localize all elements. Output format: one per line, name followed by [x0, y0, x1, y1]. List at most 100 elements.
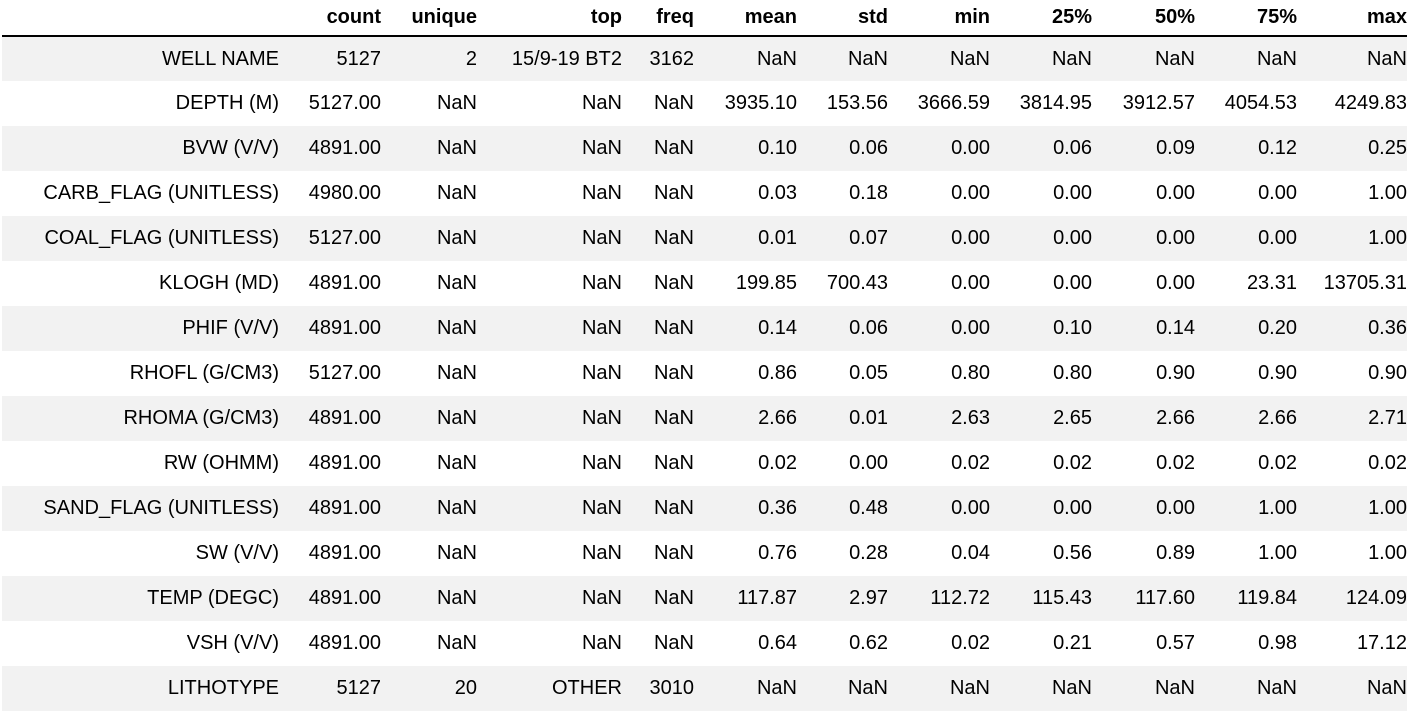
table-cell: NaN: [581, 92, 622, 114]
table-row: KLOGH (MD) 4891.00 NaN NaN NaN 199.85 700.43 0.…: [2, 261, 1407, 306]
table-cell: 115.43: [1032, 587, 1092, 609]
table-row: VSH (V/V) 4891.00 NaN NaN NaN 0.64 0.62 0.02 0.2…: [2, 621, 1407, 666]
table-cell: NaN: [436, 497, 477, 519]
table-cell: 1.00: [1368, 227, 1407, 249]
table-cell: NaN: [1154, 677, 1195, 699]
table-cell: NaN: [653, 407, 694, 429]
table-row: DEPTH (M) 5127.00 NaN NaN NaN 3935.10 153.56 36…: [2, 81, 1407, 126]
table-cell: NaN: [581, 227, 622, 249]
row-index-label: SAND_FLAG (UNITLESS): [43, 497, 279, 519]
table-cell: 0.02: [1053, 452, 1092, 474]
column-header: unique: [381, 0, 477, 37]
table-cell: 0.25: [1368, 137, 1407, 159]
table-cell: NaN: [847, 47, 888, 70]
table-cell: 0.64: [758, 632, 797, 654]
table-row: BVW (V/V) 4891.00 NaN NaN NaN 0.10 0.06 0.00 0.0…: [2, 126, 1407, 171]
table-cell: 0.86: [758, 362, 797, 384]
column-header: 50%: [1092, 0, 1195, 37]
table-cell: 2.71: [1368, 407, 1407, 429]
table-cell: 0.02: [1258, 452, 1297, 474]
table-cell: NaN: [581, 542, 622, 564]
column-header: 25%: [990, 0, 1092, 37]
table-row: WELL NAME 5127 2 15/9-19 BT2 3162 NaN NaN NaN Na…: [2, 36, 1407, 81]
table-cell: NaN: [581, 587, 622, 609]
table-header: count unique top freq mean std min 25% 5…: [2, 0, 1407, 37]
table-cell: 0.90: [1156, 362, 1195, 384]
table-cell: 3814.95: [1019, 92, 1092, 114]
table-cell: 4891.00: [308, 542, 381, 564]
table-cell: 1.00: [1368, 497, 1407, 519]
table-cell: 0.01: [758, 227, 797, 249]
table-cell: 5127: [336, 47, 382, 70]
index-header-blank: [2, 0, 279, 37]
table-cell: 4891.00: [308, 497, 381, 519]
table-cell: 0.21: [1053, 632, 1092, 654]
table-cell: 0.90: [1368, 362, 1407, 384]
row-index-label: KLOGH (MD): [159, 272, 279, 294]
table-row: PHIF (V/V) 4891.00 NaN NaN NaN 0.14 0.06 0.00 0.…: [2, 306, 1407, 351]
table-row: RHOFL (G/CM3) 5127.00 NaN NaN NaN 0.86 0.05 0.8…: [2, 351, 1407, 396]
row-index-label: CARB_FLAG (UNITLESS): [43, 182, 279, 204]
table-cell: NaN: [581, 317, 622, 339]
table-cell: 0.00: [1156, 227, 1195, 249]
table-cell: NaN: [436, 362, 477, 384]
table-cell: 4891.00: [308, 317, 381, 339]
table-row: RW (OHMM) 4891.00 NaN NaN NaN 0.02 0.00 0.02 0.0…: [2, 441, 1407, 486]
table-cell: 1.00: [1258, 497, 1297, 519]
table-body: WELL NAME 5127 2 15/9-19 BT2 3162 NaN NaN NaN Na…: [2, 36, 1407, 711]
table-cell: 0.02: [951, 452, 990, 474]
table-cell: NaN: [581, 497, 622, 519]
table-cell: NaN: [1366, 677, 1407, 699]
header-row: count unique top freq mean std min 25% 5…: [2, 0, 1407, 37]
table-cell: NaN: [436, 182, 477, 204]
table-cell: 4980.00: [308, 182, 381, 204]
table-row: CARB_FLAG (UNITLESS) 4980.00 NaN NaN NaN 0.03…: [2, 171, 1407, 216]
table-cell: 0.90: [1258, 362, 1297, 384]
table-cell: 4891.00: [308, 452, 381, 474]
row-index-label: RHOFL (G/CM3): [129, 362, 279, 384]
table-cell: NaN: [756, 677, 797, 699]
table-cell: 0.89: [1156, 542, 1195, 564]
table-cell: NaN: [653, 227, 694, 249]
table-cell: 1.00: [1368, 542, 1407, 564]
table-cell: 3666.59: [917, 92, 990, 114]
table-cell: 2: [465, 47, 477, 70]
table-cell: 1.00: [1368, 182, 1407, 204]
table-row: TEMP (DEGC) 4891.00 NaN NaN NaN 117.87 2.97 112…: [2, 576, 1407, 621]
table-cell: NaN: [581, 632, 622, 654]
table-cell: 4891.00: [308, 407, 381, 429]
table-cell: NaN: [436, 317, 477, 339]
table-cell: 0.00: [1156, 497, 1195, 519]
table-cell: 13705.31: [1323, 272, 1407, 294]
table-cell: 0.36: [758, 497, 797, 519]
table-cell: 0.09: [1156, 137, 1195, 159]
table-cell: 3935.10: [724, 92, 797, 114]
table-cell: NaN: [653, 542, 694, 564]
table-cell: 0.00: [951, 227, 990, 249]
table-cell: 23.31: [1246, 272, 1297, 294]
table-cell: 0.03: [758, 182, 797, 204]
table-cell: 0.00: [951, 317, 990, 339]
table-cell: 0.76: [758, 542, 797, 564]
table-cell: NaN: [1154, 47, 1195, 70]
table-cell: 0.00: [951, 272, 990, 294]
table-cell: 4891.00: [308, 272, 381, 294]
table-cell: 0.14: [1156, 317, 1195, 339]
table-cell: NaN: [436, 452, 477, 474]
table-cell: NaN: [436, 587, 477, 609]
table-cell: 0.00: [1053, 272, 1092, 294]
table-cell: NaN: [653, 182, 694, 204]
table-cell: 0.00: [1258, 227, 1297, 249]
table-cell: 0.00: [1258, 182, 1297, 204]
table-cell: 0.10: [758, 137, 797, 159]
table-cell: 0.02: [1368, 452, 1407, 474]
table-cell: 2.63: [951, 407, 990, 429]
table-cell: NaN: [653, 137, 694, 159]
table-cell: 0.98: [1258, 632, 1297, 654]
table-cell: NaN: [949, 47, 990, 70]
table-cell: NaN: [653, 317, 694, 339]
table-cell: 2.66: [1258, 407, 1297, 429]
table-cell: 5127.00: [308, 92, 381, 114]
table-cell: NaN: [581, 407, 622, 429]
column-header: top: [477, 0, 622, 37]
